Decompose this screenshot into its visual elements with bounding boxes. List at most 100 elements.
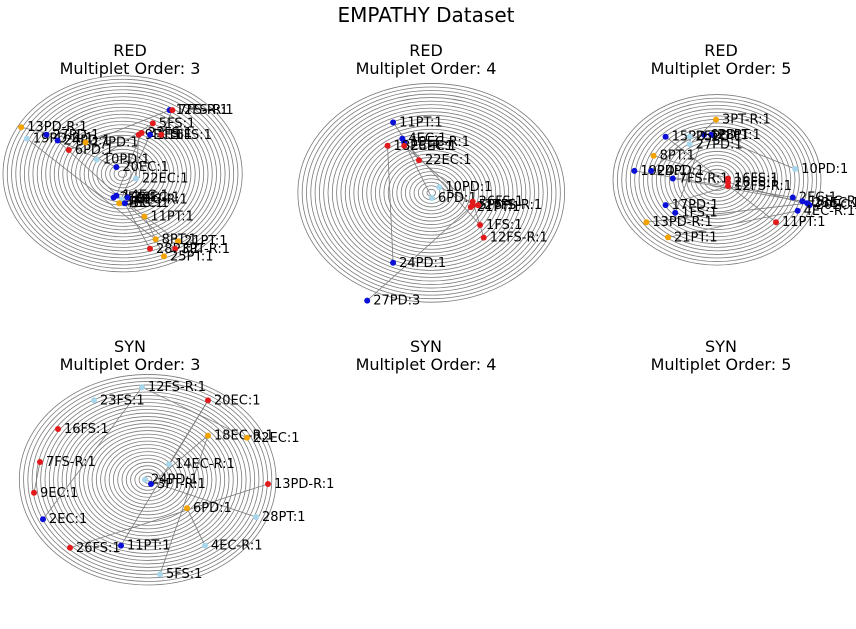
node-marker [662,133,669,140]
hyperedge-contour [387,157,475,229]
node-label: 17PD:1 [92,135,139,150]
node-marker [148,481,154,487]
hyperedge-contour [41,106,205,241]
hyperedge-link [150,435,209,485]
hyperedge-contour [413,178,449,208]
node-label: 20EC:1 [122,160,168,175]
node-label: 11PT:1 [399,115,443,130]
node-marker [157,571,163,578]
hyperedge-contour [651,126,783,234]
panel-subtitle: Multiplet Order: 5 [651,59,792,78]
node-label: 1FS:1 [681,206,717,221]
node-marker [665,234,671,241]
node-marker [650,152,657,159]
node-label: 18EC-R:1 [128,192,188,207]
node-label: 4EC:1 [125,196,163,211]
hyperedge-contour [83,426,213,533]
hyperedge-contour [392,160,471,225]
panel-title: RED [704,41,738,60]
node-label: 4EC:1 [408,132,446,147]
node-marker [55,426,61,432]
node-marker [166,461,172,468]
hyperedge-contour [621,101,813,259]
panel-title: RED [409,41,443,60]
hyperedge-link [646,202,808,223]
node-label: 11PT:1 [150,210,194,225]
hyperedge-contour [105,159,141,189]
hyperedge-contour [612,94,822,266]
node-marker [384,142,391,149]
hyperedge-contour [28,96,217,252]
hyperedge-contour [31,384,264,575]
hyperedge-contour [694,161,740,199]
hyperedge-contour [405,171,458,215]
hyperedge-link [42,386,143,520]
hyperedge-contour [374,146,488,240]
panel-title: SYN [705,337,737,356]
node-marker [725,183,731,190]
node-label: 19EC-R:1 [410,135,470,150]
hyperedge-contour [87,430,209,530]
hyperedge-link [69,483,269,549]
hyperedge-contour [357,132,505,254]
node-label: 1FS:1 [156,128,192,143]
node-label: 5FS:1 [166,567,202,582]
hyperedge-contour [331,111,531,275]
hyperedge-contour [396,164,467,222]
panel-subtitle: Multiplet Order: 4 [356,59,497,78]
panel-red-order-3: RED Multiplet Order: 3 13PD-R:119PD-R:12… [2,41,243,273]
node-label: 4EC-R:1 [211,539,263,554]
hyperedge-contour [53,402,243,558]
node-marker [175,238,181,245]
node-marker [37,459,43,465]
hyperedge-contour [629,108,805,252]
node-label: 27FS-R:1 [484,198,542,213]
node-marker [116,200,123,207]
node-marker [686,133,693,140]
hyperedge-contour [70,416,226,544]
node-marker [806,202,813,209]
node-label: 18EC-R:1 [394,139,454,154]
node-label: 20EC:1 [816,198,856,213]
hyperedge-contour [655,129,779,230]
node-label: 23FS:1 [148,126,193,141]
node-marker [428,195,435,201]
node-label: 12FS-R:1 [734,179,792,194]
node-label: 14EC-R:1 [175,457,235,472]
node-marker [789,194,796,201]
node-marker [158,131,165,138]
hyperedge-contour [23,92,222,255]
node-label: 15PD:1 [672,130,719,145]
node-marker [792,166,799,172]
node-label: 8PT:1 [660,149,695,164]
node-label: 23FS:1 [100,393,145,408]
hyperedge-contour [634,111,800,248]
hyperedge-link [366,206,472,301]
node-label: 22EC:1 [142,172,188,187]
hyperedge-contours [18,374,277,586]
hyperedge-contour [65,412,230,547]
network-plot: 13PD-R:119PD-R:127PD:124PD:16PD:117PD:11… [2,75,243,273]
hyperedge-contour [58,120,188,227]
hyperedge-contour [383,153,479,233]
node-marker [244,434,250,441]
hyperedge-link [403,142,433,199]
hyperedge-contour [53,117,192,231]
node-marker [672,209,679,216]
node-label: 2EC:1 [120,191,158,206]
hyperedge-contour [61,409,234,551]
node-label: 16FS:1 [167,128,212,143]
node-marker [662,202,669,209]
node-label: 6PD:1 [438,191,477,206]
hyperedge-contour [100,440,196,519]
node-label: 13PD-R:1 [652,215,712,230]
node-label: 25PD:1 [696,130,743,145]
hyperedge-contour [49,113,196,234]
hyperedge-contour [362,135,501,250]
node-label: 10PD:1 [801,162,848,177]
hyperedge-link [21,126,86,143]
hyperedge-contour [23,377,273,582]
hyperedge-contour [74,419,221,540]
node-label: 25PT:1 [170,249,214,264]
node-label: 24PD:1 [657,164,704,179]
